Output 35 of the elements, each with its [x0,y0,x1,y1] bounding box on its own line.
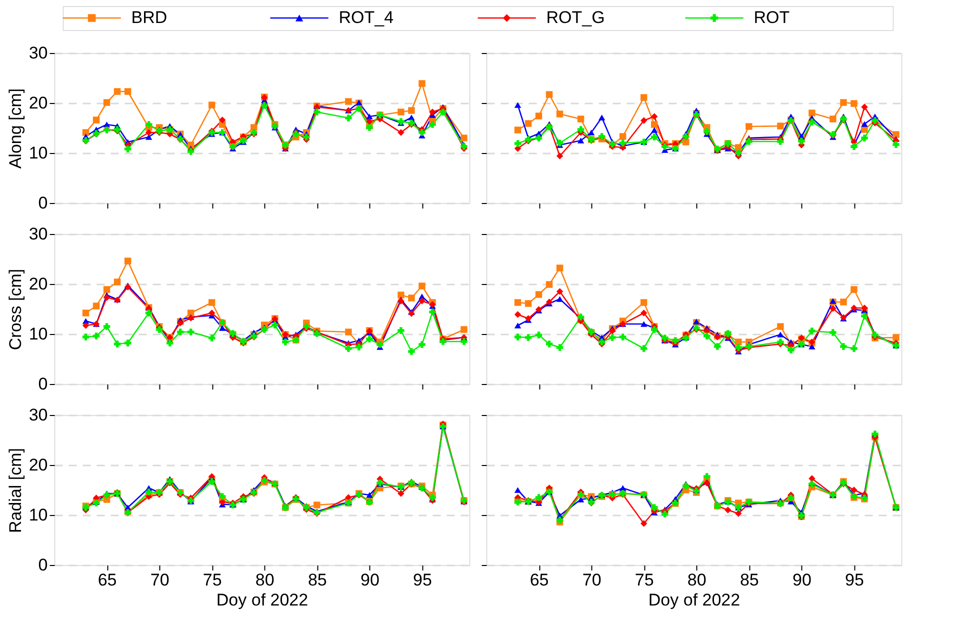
x-tick-label: 65 [98,570,117,590]
y-axis-title: Cross [cm] [6,268,25,350]
x-tick-label: 85 [308,570,327,590]
x-axis-title: Doy of 2022 [648,590,740,610]
y-tick-label: 0 [38,556,48,574]
x-tick-label: 95 [413,570,432,590]
x-tick-label: 80 [255,570,274,590]
y-tick-label: 20 [28,274,48,294]
legend-label: ROT [754,8,790,27]
legend-label: BRD [131,8,168,27]
y-tick-label: 20 [28,456,48,474]
y-tick-label: 10 [28,144,48,162]
y-tick-label: 10 [28,506,48,524]
x-tick-label: 70 [582,570,602,590]
x-tick-label: 85 [740,570,759,590]
y-axis-title: Radial [cm] [6,448,25,534]
x-tick-label: 80 [687,570,706,590]
y-axis-title: Along [cm] [6,88,25,169]
y-tick-label: 0 [38,374,48,394]
y-tick-label: 20 [28,94,48,112]
x-tick-label: 75 [202,570,222,590]
legend-label: ROT_4 [338,8,394,27]
x-tick-label: 75 [634,570,654,590]
x-tick-label: 95 [845,570,864,590]
y-tick-label: 30 [28,224,48,244]
y-tick-label: 0 [38,194,48,212]
x-axis-title: Doy of 2022 [216,590,308,610]
x-tick-label: 90 [360,570,380,590]
y-tick-label: 30 [28,44,48,62]
x-tick-label: 70 [150,570,170,590]
legend-label: ROT_G [546,8,605,27]
x-tick-label: 65 [530,570,549,590]
y-tick-label: 30 [28,406,48,424]
x-tick-label: 90 [792,570,812,590]
y-tick-label: 10 [28,324,48,344]
